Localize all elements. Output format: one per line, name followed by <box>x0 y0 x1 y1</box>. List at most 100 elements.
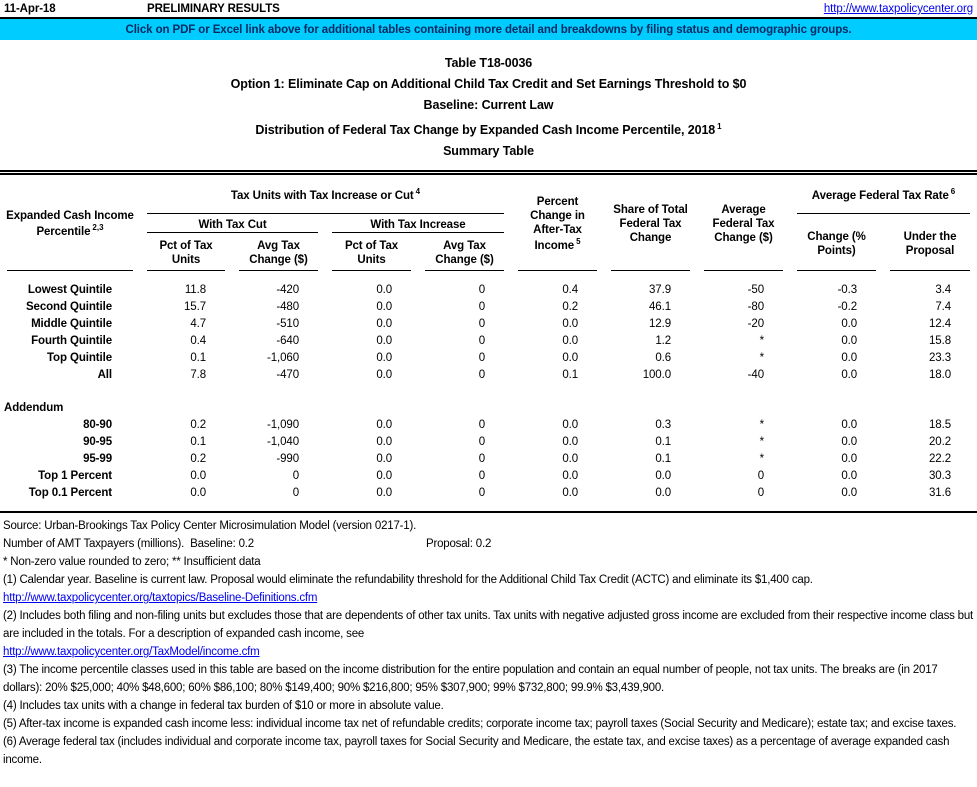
table-row: Lowest Quintile 11.8 -420 0.0 0 0.4 37.9 -50 -0.… <box>0 282 977 299</box>
table-cell: 0.4 <box>190 335 206 348</box>
table-cell: 0 <box>292 470 299 483</box>
table-cell: 4.7 <box>190 318 206 331</box>
table-cell: 0.0 <box>562 318 578 331</box>
source-note: Source: Urban-Brookings Tax Policy Cente… <box>3 520 417 533</box>
table-cell: 0.0 <box>655 487 671 500</box>
footnote-2: (2) Includes both filing and non-filing … <box>3 610 974 641</box>
table-cell: 0.0 <box>376 453 392 466</box>
table-cell: 0.6 <box>655 352 671 365</box>
table-cell: 0.0 <box>562 487 578 500</box>
table-cell: 100.0 <box>642 369 671 382</box>
footnote-ref-2-3: 2,3 <box>92 222 104 232</box>
table-cell: 0.2 <box>190 453 206 466</box>
table-cell: 0.0 <box>562 470 578 483</box>
income-definition-link[interactable]: http://www.taxpolicycenter.org/TaxModel/… <box>3 646 260 659</box>
table-cell: 0.0 <box>562 436 578 449</box>
table-cell: 0.0 <box>376 352 392 365</box>
top-bar: 11-Apr-18 PRELIMINARY RESULTS http://www… <box>0 0 977 19</box>
table-row: Top Quintile 0.1 -1,060 0.0 0 0.0 0.6 * 0.0 23.3 <box>0 350 977 367</box>
table-cell: 7.8 <box>190 369 206 382</box>
table-cell: * <box>759 352 764 365</box>
footnote-6: (6) Average federal tax (includes indivi… <box>3 736 950 767</box>
table-cell: * <box>759 335 764 348</box>
table-number-title: Table T18-0036 <box>444 56 533 70</box>
table-cell: 0.0 <box>841 352 857 365</box>
footnote-ref-5: 5 <box>576 236 581 246</box>
table-cell: -1,090 <box>266 419 299 432</box>
table-cell: 0.0 <box>562 352 578 365</box>
addendum-label: Addendum <box>4 402 64 415</box>
table-cell: 12.9 <box>649 318 671 331</box>
table-cell: 0 <box>478 419 485 432</box>
col-group-tax-units-increase-or-cut: Tax Units with Tax Increase or Cut 4 <box>140 175 511 215</box>
table-cell: -510 <box>276 318 299 331</box>
table-cell: 30.3 <box>929 470 951 483</box>
table-cell: 0.2 <box>190 419 206 432</box>
distribution-title: Distribution of Federal Tax Change by Ex… <box>255 122 722 138</box>
table-cell: 0.0 <box>841 453 857 466</box>
table-cell: 0 <box>478 335 485 348</box>
income-definition-link-row: http://www.taxpolicycenter.org/TaxModel/… <box>3 643 974 661</box>
row-label: Second Quintile <box>25 301 112 314</box>
summary-table-title: Summary Table <box>443 144 534 159</box>
taxpolicycenter-link[interactable]: http://www.taxpolicycenter.org <box>823 3 973 15</box>
table-cell: -420 <box>276 284 299 297</box>
info-banner-text: Click on PDF or Excel link above for add… <box>125 23 852 36</box>
table-cell: 0 <box>478 352 485 365</box>
table-cell: 0 <box>757 487 764 500</box>
col-header-average-federal-tax-change: Average Federal Tax Change ($) <box>697 175 790 272</box>
table-cell: -40 <box>747 369 764 382</box>
table-body-quintiles: Lowest Quintile 11.8 -420 0.0 0 0.4 37.9 -50 -0.… <box>0 272 977 384</box>
col-header-under-the-proposal: Under the Proposal <box>883 215 977 272</box>
footnote-1: (1) Calendar year. Baseline is current l… <box>3 574 813 587</box>
footnote-5: (5) After-tax income is expanded cash in… <box>3 718 957 731</box>
table-cell: 0 <box>478 487 485 500</box>
table-row: Middle Quintile 4.7 -510 0.0 0 0.0 12.9 -20 0.0 1… <box>0 316 977 333</box>
baseline-title: Baseline: Current Law <box>423 98 554 112</box>
table-cell: 0 <box>478 369 485 382</box>
table-cell: 0.0 <box>376 369 392 382</box>
table-row: Top 1 Percent 0.0 0 0.0 0 0.0 0.0 0 0.0 30.3 <box>0 468 977 485</box>
row-label: Middle Quintile <box>31 318 112 331</box>
table-cell: 12.4 <box>929 318 951 331</box>
footnote-ref-1: 1 <box>717 122 722 131</box>
table-row: Second Quintile 15.7 -480 0.0 0 0.2 46.1 -80 -0.… <box>0 299 977 316</box>
table-cell: 7.4 <box>935 301 951 314</box>
table-cell: 0.0 <box>841 470 857 483</box>
table-cell: 0.0 <box>562 419 578 432</box>
table-cell: -20 <box>747 318 764 331</box>
asterisk-legend: * Non-zero value rounded to zero; ** Ins… <box>3 556 261 569</box>
table-cell: 0.0 <box>841 487 857 500</box>
row-label: All <box>97 369 113 382</box>
preliminary-results-label: PRELIMINARY RESULTS <box>147 3 280 15</box>
row-label: Top Quintile <box>46 352 112 365</box>
table-cell: 0.0 <box>376 487 392 500</box>
table-cell: 0 <box>478 284 485 297</box>
table-cell: 0.0 <box>376 318 392 331</box>
table-cell: 0.2 <box>562 301 578 314</box>
col-header-increase-avg-tax-change: Avg Tax Change ($) <box>418 234 511 272</box>
table-cell: -480 <box>276 301 299 314</box>
row-label: 90-95 <box>83 436 112 449</box>
row-label: 80-90 <box>83 419 112 432</box>
table-cell: -80 <box>747 301 764 314</box>
col-header-expanded-cash-income-percentile: Expanded Cash Income Percentile 2,3 <box>0 175 140 272</box>
table-cell: 0.4 <box>562 284 578 297</box>
table-cell: 0 <box>757 470 764 483</box>
table-cell: 0.1 <box>190 352 206 365</box>
table-cell: -50 <box>747 284 764 297</box>
col-group-with-tax-increase: With Tax Increase <box>325 215 511 234</box>
table-cell: -0.3 <box>837 284 858 297</box>
amt-taxpayers-note: Number of AMT Taxpayers (millions). Base… <box>3 535 974 553</box>
report-date: 11-Apr-18 <box>4 3 56 15</box>
table-cell: 0 <box>292 487 299 500</box>
baseline-definitions-link[interactable]: http://www.taxpolicycenter.org/taxtopics… <box>3 592 318 605</box>
table-cell: 22.2 <box>929 453 951 466</box>
footnote-ref-6: 6 <box>950 187 956 197</box>
baseline-definitions-link-row: http://www.taxpolicycenter.org/taxtopics… <box>3 589 974 607</box>
col-header-change-pct-points: Change (% Points) <box>790 215 883 272</box>
table-cell: 0.3 <box>655 419 671 432</box>
row-label: Fourth Quintile <box>31 335 112 348</box>
table-cell: 0 <box>478 453 485 466</box>
table-cell: 0.0 <box>841 318 857 331</box>
